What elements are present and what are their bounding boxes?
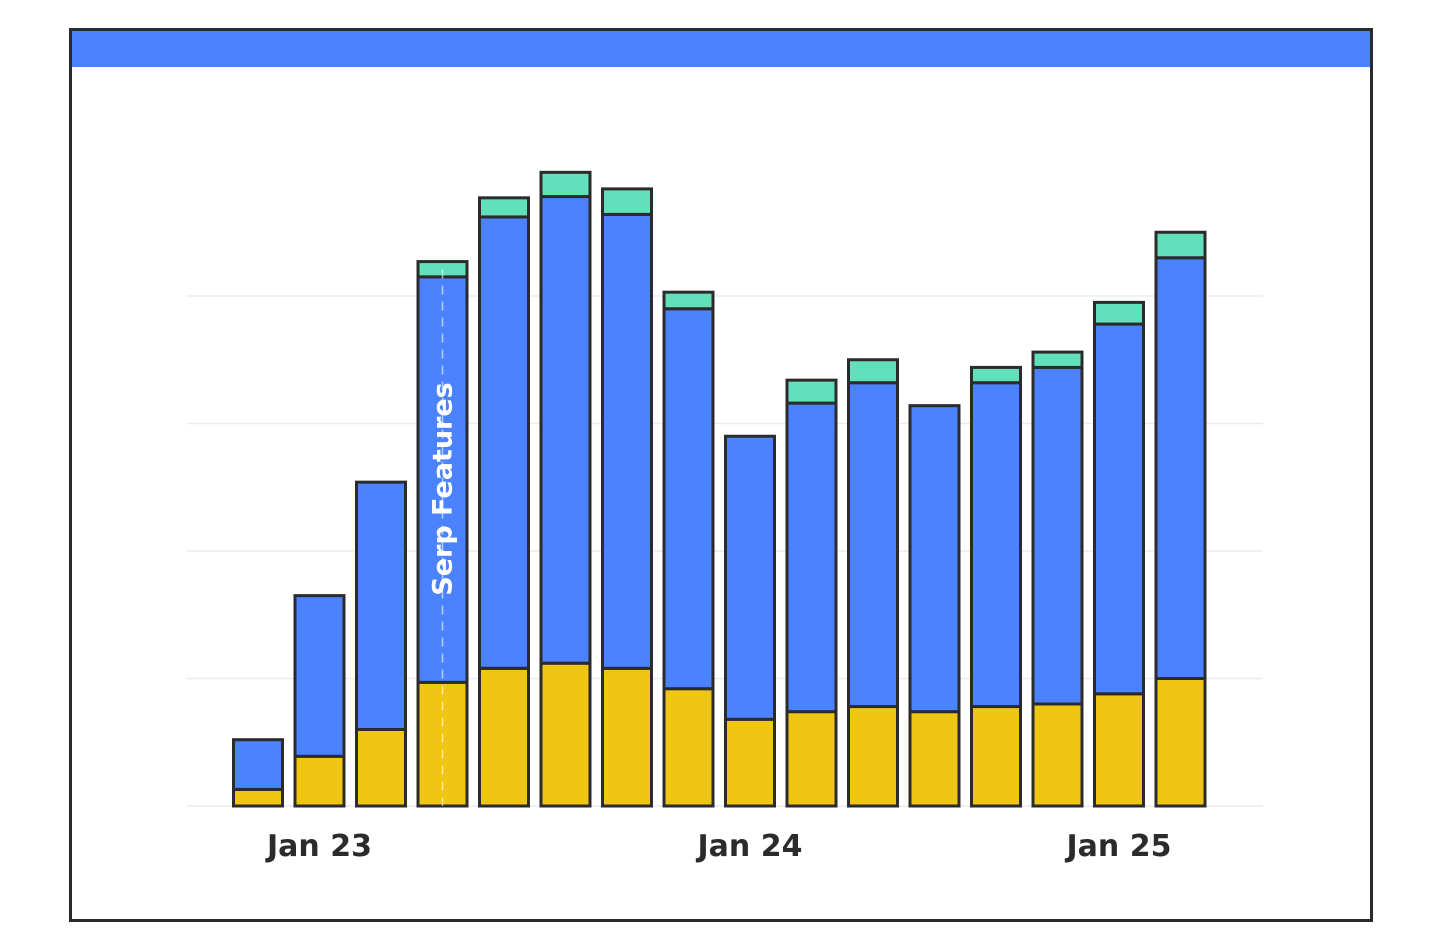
bar-segment-12-0 (970, 705, 1022, 808)
bar-segment-9-2 (785, 378, 838, 405)
bar-segment-6-2 (601, 187, 653, 216)
bar-segment-4-1 (478, 215, 530, 670)
bar-segment-9-0 (785, 710, 838, 808)
bar-segment-7-2 (662, 290, 715, 311)
bar-segment-14-1 (1093, 322, 1145, 696)
bar-segment-4-0 (478, 666, 530, 808)
bar-segment-7-0 (662, 687, 715, 808)
annotation-label-0: Serp Features (428, 382, 459, 596)
bar-segment-10-1 (847, 381, 899, 709)
bar-segment-14-2 (1093, 300, 1145, 326)
bar-segment-13-2 (1031, 350, 1084, 369)
bar-stack-11 (908, 404, 961, 808)
bar-segment-8-1 (724, 434, 776, 721)
x-axis-ticks: Jan 23 Jan 24 Jan 25 (265, 829, 1171, 864)
bar-stack-5 (539, 170, 592, 808)
x-tick-label-8: Jan 24 (696, 829, 803, 864)
chart-frame: Serp Features Jan 23 Jan 24 Jan 25 (69, 28, 1373, 922)
bars (232, 170, 1207, 808)
bar-stack-12 (970, 365, 1022, 808)
bar-segment-11-0 (908, 710, 961, 808)
bar-stack-6 (601, 187, 653, 808)
bar-segment-15-0 (1154, 677, 1207, 808)
bar-stack-1 (293, 594, 346, 808)
bar-stack-8 (724, 434, 776, 808)
bar-stack-9 (785, 378, 838, 808)
bar-stack-7 (662, 290, 715, 808)
stacked-bar-chart: Serp Features Jan 23 Jan 24 Jan 25 (187, 170, 1263, 864)
bar-segment-1-0 (293, 754, 346, 808)
bar-stack-14 (1093, 300, 1145, 808)
bar-segment-6-1 (601, 212, 653, 670)
bar-segment-5-0 (539, 661, 592, 808)
bar-segment-2-0 (355, 728, 407, 808)
bar-segment-0-0 (232, 787, 284, 808)
bar-segment-15-2 (1154, 230, 1207, 260)
bar-segment-12-1 (970, 381, 1022, 709)
annotations: Serp Features (428, 269, 459, 806)
bar-segment-5-1 (539, 195, 592, 665)
header-bar (72, 31, 1370, 67)
bar-stack-4 (478, 196, 530, 808)
bar-stack-13 (1031, 350, 1084, 808)
bar-segment-7-1 (662, 307, 715, 691)
bar-segment-13-0 (1031, 702, 1084, 808)
bar-segment-5-2 (539, 170, 592, 199)
bar-segment-10-0 (847, 705, 899, 808)
x-tick-label-1: Jan 23 (265, 829, 372, 864)
bar-segment-15-1 (1154, 256, 1207, 680)
bar-stack-15 (1154, 230, 1207, 808)
bar-segment-13-1 (1031, 365, 1084, 706)
bar-segment-4-2 (478, 196, 530, 219)
bar-stack-2 (355, 480, 407, 808)
bar-segment-12-2 (970, 365, 1022, 385)
bar-stack-0 (232, 738, 284, 808)
bar-segment-9-1 (785, 401, 838, 714)
bar-segment-11-1 (908, 404, 961, 714)
bar-segment-8-0 (724, 717, 776, 808)
bar-segment-6-0 (601, 666, 653, 808)
bar-segment-10-2 (847, 358, 899, 385)
bar-segment-2-1 (355, 480, 407, 731)
bar-segment-14-0 (1093, 692, 1145, 808)
x-tick-label-14: Jan 25 (1065, 829, 1172, 864)
bar-segment-1-1 (293, 594, 346, 758)
bar-segment-0-1 (232, 738, 284, 791)
bar-stack-10 (847, 358, 899, 808)
